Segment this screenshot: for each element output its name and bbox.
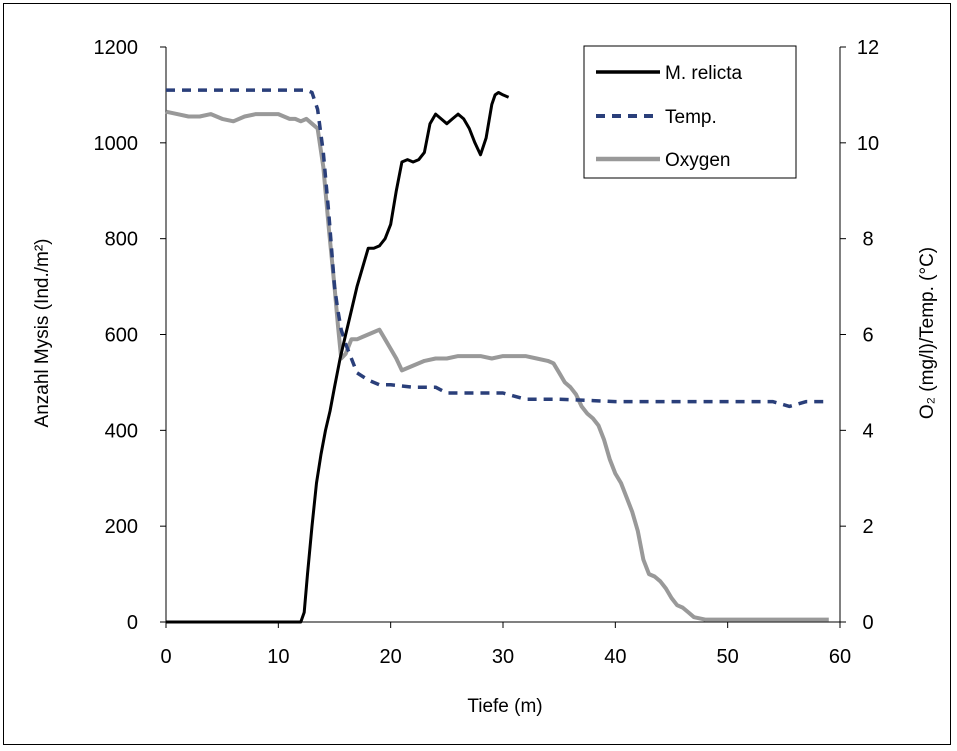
x-tick-label: 0 <box>160 646 171 668</box>
legend-label-oxygen: Oxygen <box>665 150 730 171</box>
y-axis-left-label: Anzahl Mysis (Ind./m²) <box>32 239 53 428</box>
y-right-tick-label: 6 <box>862 325 873 347</box>
series-line-m-relicta <box>166 91 510 624</box>
y-right-tick-label: 4 <box>862 420 873 442</box>
y-left-tick-label: 0 <box>127 612 138 634</box>
x-axis-label: Tiefe (m) <box>467 696 542 717</box>
series-line-oxygen <box>165 109 829 622</box>
y-left-tick-label: 600 <box>105 325 138 347</box>
y-left-tick-label: 1200 <box>94 37 139 59</box>
y-right-tick-label: 12 <box>857 37 879 59</box>
legend-label-temp: Temp. <box>665 107 717 128</box>
y-right-tick-label: 2 <box>862 516 873 538</box>
legend-box <box>583 45 797 179</box>
x-tick-label: 30 <box>492 646 514 668</box>
y-left-tick-label: 800 <box>105 229 138 251</box>
y-right-tick-label: 10 <box>857 133 879 155</box>
x-tick-label: 20 <box>380 646 402 668</box>
y-left-tick-label: 400 <box>105 420 138 442</box>
y-axis-right-label: O₂ (mg/l)/Temp. (°C) <box>917 247 938 419</box>
y-right-tick-label: 0 <box>862 612 873 634</box>
x-tick-label: 10 <box>267 646 289 668</box>
x-tick-label: 50 <box>717 646 739 668</box>
series-line-temp <box>166 88 829 409</box>
y-left-tick-label: 1000 <box>94 133 139 155</box>
legend: M. relicta Temp. Oxygen <box>583 45 797 179</box>
series-layer <box>165 88 829 624</box>
legend-label-m-relicta: M. relicta <box>665 63 743 84</box>
x-tick-label: 40 <box>604 646 626 668</box>
tick-labels: 0 10 20 30 40 50 60020040060080010001200024681… <box>94 37 880 668</box>
y-left-tick-label: 200 <box>105 516 138 538</box>
y-right-tick-label: 8 <box>862 229 873 251</box>
x-tick-label: 60 <box>829 646 851 668</box>
